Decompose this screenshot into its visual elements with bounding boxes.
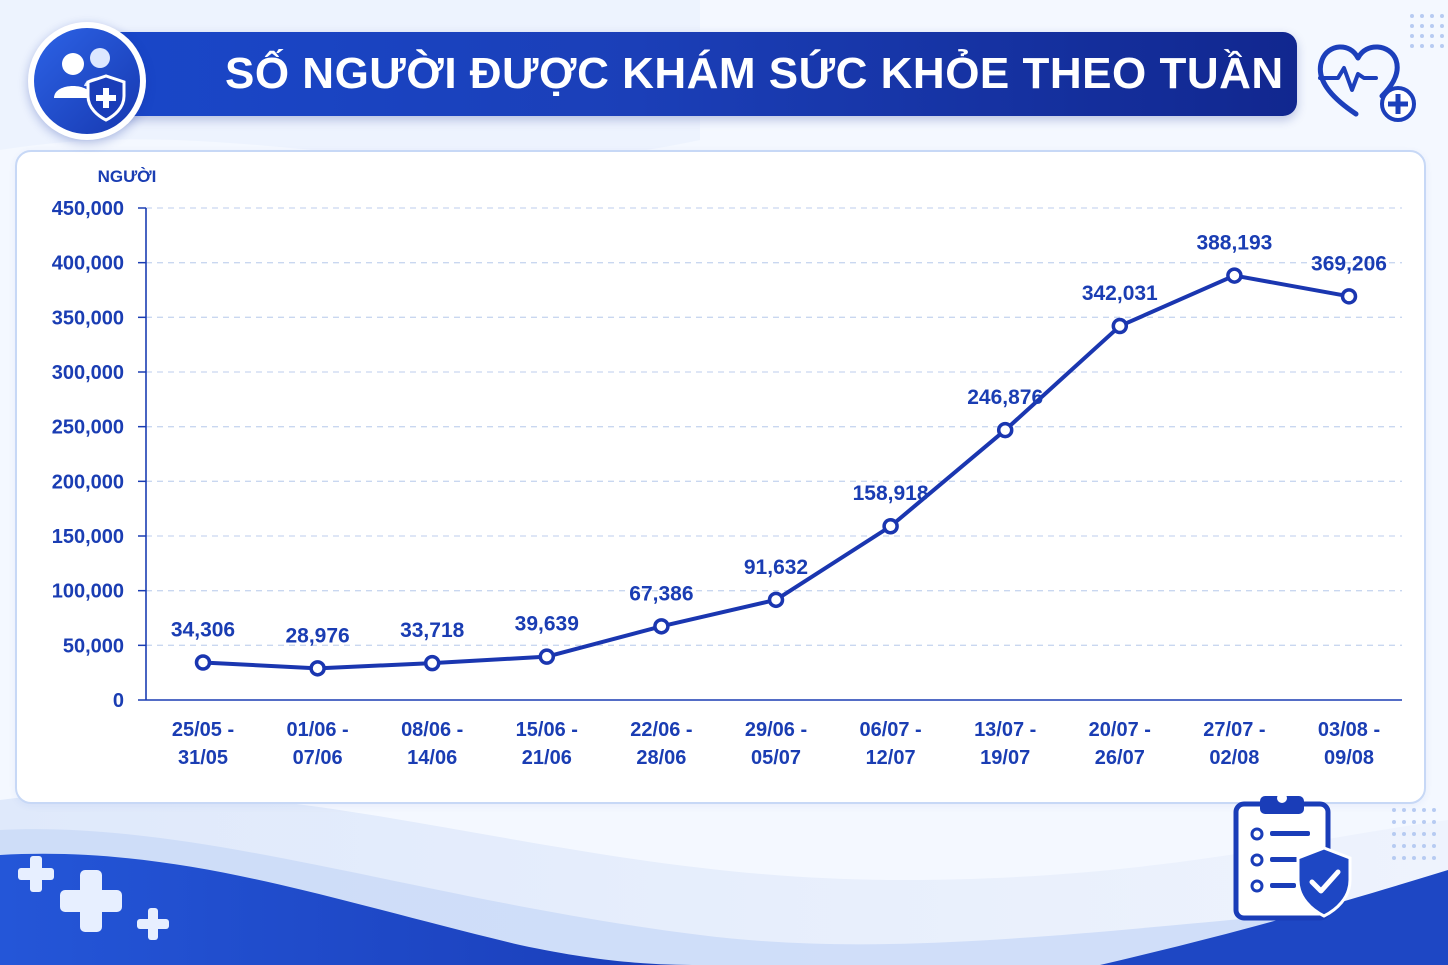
data-point (767, 591, 785, 609)
x-tick-label: 03/08 -09/08 (1318, 719, 1380, 769)
data-point (309, 660, 326, 677)
y-tick-label: 50,000 (63, 635, 124, 657)
x-tick-label: 13/07 -19/07 (974, 719, 1036, 769)
data-label: 246,876 (967, 386, 1043, 409)
people-shield-icon (28, 22, 146, 140)
dot-pattern-decoration (1392, 808, 1436, 860)
data-label: 34,306 (171, 618, 235, 641)
data-point (1226, 267, 1243, 284)
x-tick-label: 25/05 -31/05 (172, 719, 234, 769)
y-tick-label: 250,000 (52, 417, 124, 439)
data-point (653, 618, 670, 635)
y-tick-label: 0 (113, 690, 124, 712)
data-label: 388,193 (1196, 232, 1272, 255)
y-tick-label: 450,000 (52, 198, 124, 220)
y-tick-label: 150,000 (52, 526, 124, 548)
series-line (201, 273, 1351, 671)
data-label: 28,976 (285, 624, 349, 647)
y-tick-label: 100,000 (52, 581, 124, 603)
data-point (538, 648, 556, 665)
data-point (1111, 317, 1129, 335)
data-label: 33,718 (400, 619, 465, 642)
chart-card (15, 150, 1426, 804)
data-label: 91,632 (744, 556, 808, 579)
data-label: 67,386 (629, 582, 693, 605)
y-tick-label: 300,000 (52, 362, 124, 384)
data-label: 369,206 (1311, 252, 1387, 275)
x-tick-label: 29/06 -05/07 (745, 719, 807, 769)
dot-pattern-decoration (1410, 14, 1444, 48)
data-label: 39,639 (515, 613, 579, 636)
x-tick-label: 15/06 -21/06 (516, 719, 578, 769)
y-tick-label: 200,000 (52, 471, 124, 493)
data-point (423, 654, 441, 672)
x-tick-label: 01/06 -07/06 (286, 719, 348, 769)
data-label: 342,031 (1082, 282, 1158, 305)
heart-pulse-icon (1317, 44, 1416, 122)
y-axis-label: NGƯỜI (98, 167, 157, 186)
data-label: 158,918 (853, 482, 929, 505)
x-tick-label: 20/07 -26/07 (1089, 719, 1151, 769)
y-tick-label: 350,000 (52, 307, 124, 329)
y-tick-label: 400,000 (52, 253, 124, 275)
data-point (194, 654, 212, 671)
data-point (996, 421, 1014, 439)
x-tick-label: 22/06 -28/06 (630, 719, 692, 769)
data-point (1340, 288, 1358, 305)
page-title: SỐ NGƯỜI ĐƯỢC KHÁM SỨC KHỎE THEO TUẦN (225, 49, 1284, 98)
x-tick-label: 27/07 -02/08 (1203, 719, 1265, 769)
title-banner: SỐ NGƯỜI ĐƯỢC KHÁM SỨC KHỎE THEO TUẦN (95, 32, 1297, 116)
x-tick-label: 06/07 -12/07 (859, 719, 921, 769)
x-tick-label: 08/06 -14/06 (401, 719, 463, 769)
data-point (882, 517, 899, 535)
